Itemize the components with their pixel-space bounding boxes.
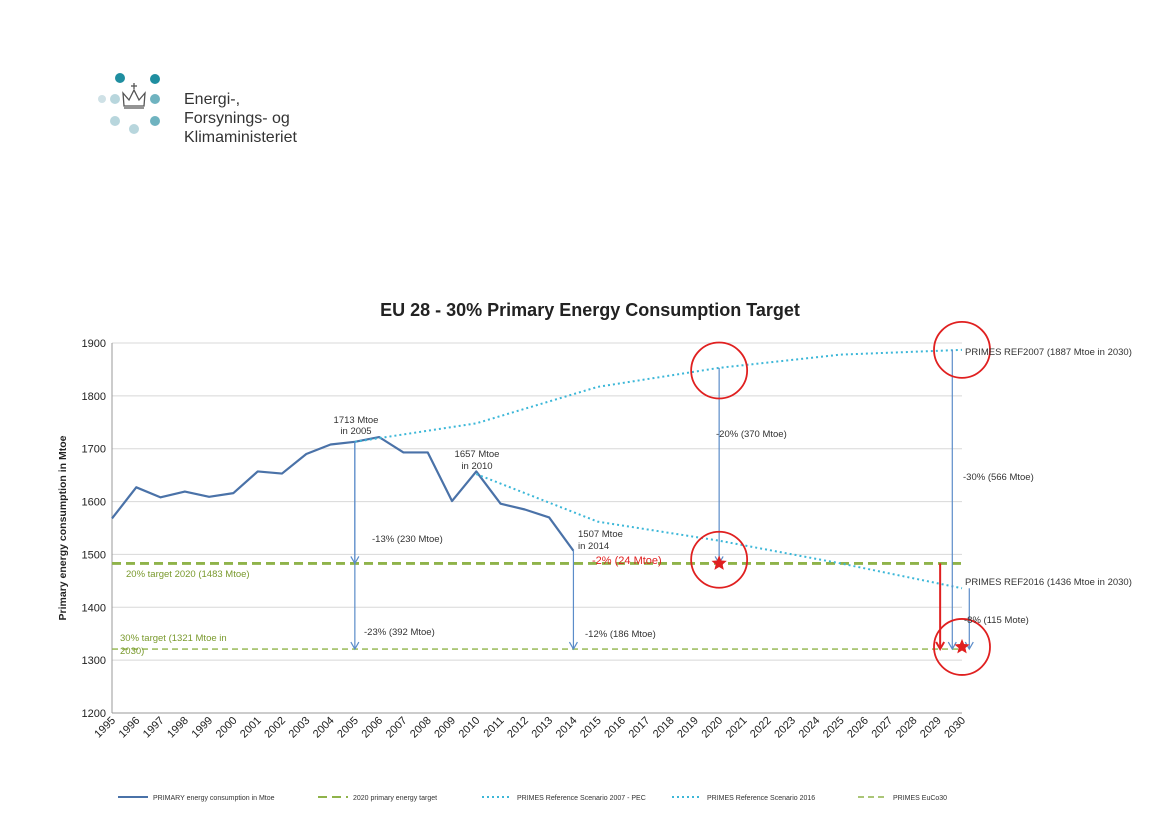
x-tick-2001: 2001 bbox=[238, 715, 264, 741]
x-tick-2020: 2020 bbox=[699, 715, 725, 741]
annotation-minus-8: -8% (115 Mote) bbox=[964, 615, 1029, 626]
highlight-circle-2030-target bbox=[933, 618, 991, 676]
ministry-logo: Energi-, Forsynings- og Klimaministeriet bbox=[98, 66, 358, 156]
legend-label-1: 2020 primary energy target bbox=[353, 795, 437, 802]
series-line-0 bbox=[111, 435, 575, 552]
ministry-name-line1: Energi-, bbox=[184, 91, 241, 108]
annotation-2014-value: 1507 Mtoe bbox=[578, 529, 623, 540]
x-tick-2028: 2028 bbox=[894, 715, 920, 741]
arrow-2030-ref2007-to-target-head bbox=[947, 641, 957, 651]
x-tick-2023: 2023 bbox=[772, 715, 798, 741]
y-tick-1800: 1800 bbox=[82, 391, 106, 403]
chart-legend: PRIMARY energy consumption in Mtoe 2020 p… bbox=[118, 795, 947, 802]
annotation-minus-23: -23% (392 Mtoe) bbox=[364, 627, 435, 638]
highlight-circle-2020-ref2007 bbox=[690, 341, 749, 400]
star-2030-target bbox=[954, 638, 970, 654]
y-tick-1900: 1900 bbox=[82, 338, 106, 350]
arrow-2030-red-head bbox=[935, 641, 946, 652]
annotation-minus-12: -12% (186 Mtoe) bbox=[585, 629, 656, 640]
x-tick-1998: 1998 bbox=[165, 715, 191, 741]
arrow-2014-to-2030-target-head bbox=[568, 641, 578, 651]
ref2007-label: PRIMES REF2007 (1887 Mtoe in 2030) bbox=[965, 347, 1132, 358]
annotation-2010-year: in 2010 bbox=[461, 461, 492, 472]
x-tick-2016: 2016 bbox=[602, 715, 628, 741]
legend-label-4: PRIMES EuCo30 bbox=[893, 795, 947, 802]
highlight-circle-2030-ref2007 bbox=[933, 320, 991, 379]
highlight-marks bbox=[690, 320, 991, 676]
x-tick-2025: 2025 bbox=[821, 715, 847, 741]
crown-dots-icon bbox=[98, 73, 160, 134]
x-tick-2019: 2019 bbox=[675, 715, 701, 741]
x-tick-2021: 2021 bbox=[724, 715, 750, 741]
x-tick-2022: 2022 bbox=[748, 715, 774, 741]
target-2030-label-line2: 2030) bbox=[120, 646, 144, 657]
annotation-2010-value: 1657 Mtoe bbox=[455, 449, 500, 460]
x-tick-2002: 2002 bbox=[262, 715, 288, 741]
x-tick-2027: 2027 bbox=[869, 715, 895, 741]
series-lines bbox=[111, 348, 963, 650]
y-tick-1500: 1500 bbox=[82, 549, 106, 561]
annotation-minus-30: -30% (566 Mtoe) bbox=[963, 472, 1034, 483]
legend-label-2: PRIMES Reference Scenario 2007 - PEC bbox=[517, 795, 646, 802]
ministry-name: Energi-, Forsynings- og Klimaministeriet bbox=[184, 90, 297, 147]
x-tick-2003: 2003 bbox=[287, 715, 313, 741]
x-tick-1999: 1999 bbox=[189, 715, 215, 741]
x-tick-2012: 2012 bbox=[505, 715, 531, 741]
x-tick-2009: 2009 bbox=[432, 715, 458, 741]
reduction-arrows bbox=[350, 349, 974, 652]
y-axis-label: Primary energy consumption in Mtoe bbox=[57, 435, 69, 620]
y-tick-labels: 1200 1300 1400 1500 1600 1700 1800 1900 bbox=[82, 338, 106, 720]
x-tick-labels: 1995199619971998199920002001200220032004… bbox=[92, 715, 968, 741]
x-tick-2007: 2007 bbox=[384, 715, 410, 741]
x-tick-2026: 2026 bbox=[845, 715, 871, 741]
x-tick-2024: 2024 bbox=[797, 715, 823, 741]
y-tick-1400: 1400 bbox=[82, 602, 106, 614]
y-tick-1200: 1200 bbox=[82, 708, 106, 720]
annotation-minus-2: -2% (24 Mtoe) bbox=[592, 555, 662, 567]
x-tick-2011: 2011 bbox=[481, 715, 506, 740]
ref2016-label: PRIMES REF2016 (1436 Mtoe in 2030) bbox=[965, 577, 1132, 588]
star-2020-target bbox=[711, 555, 727, 570]
annotation-2014-year: in 2014 bbox=[578, 541, 609, 552]
annotation-minus-13: -13% (230 Mtoe) bbox=[372, 534, 443, 545]
x-tick-2017: 2017 bbox=[627, 715, 653, 741]
x-tick-2013: 2013 bbox=[529, 715, 555, 741]
x-tick-2010: 2010 bbox=[457, 715, 483, 741]
x-tick-2014: 2014 bbox=[554, 715, 580, 741]
x-tick-2005: 2005 bbox=[335, 715, 361, 741]
highlight-circle-2020-target bbox=[690, 530, 749, 589]
legend-label-3: PRIMES Reference Scenario 2016 bbox=[707, 795, 815, 802]
x-tick-2015: 2015 bbox=[578, 715, 604, 741]
legend-label-0: PRIMARY energy consumption in Mtoe bbox=[153, 795, 275, 802]
y-tick-1700: 1700 bbox=[82, 444, 106, 456]
x-tick-1997: 1997 bbox=[141, 715, 167, 741]
target-2020-label: 20% target 2020 (1483 Mtoe) bbox=[126, 569, 250, 580]
series-line-3 bbox=[475, 473, 963, 590]
grid-lines bbox=[112, 342, 962, 661]
x-tick-2006: 2006 bbox=[359, 715, 385, 741]
x-tick-2008: 2008 bbox=[408, 715, 434, 741]
ministry-name-line3: Klimaministeriet bbox=[184, 129, 297, 146]
arrow-2005-to-2030-target-head bbox=[350, 641, 360, 651]
y-tick-1600: 1600 bbox=[82, 497, 106, 509]
annotation-2005-value: 1713 Mtoe bbox=[334, 415, 379, 426]
y-tick-1300: 1300 bbox=[82, 655, 106, 667]
x-tick-1996: 1996 bbox=[117, 715, 143, 741]
target-2030-label-line1: 30% target (1321 Mtoe in bbox=[120, 633, 227, 644]
x-tick-2030: 2030 bbox=[942, 715, 968, 741]
ministry-name-line2: Forsynings- og bbox=[184, 110, 290, 127]
x-tick-2000: 2000 bbox=[214, 715, 240, 741]
annotation-2005-year: in 2005 bbox=[340, 426, 371, 437]
x-tick-2029: 2029 bbox=[918, 715, 944, 741]
x-tick-2004: 2004 bbox=[311, 715, 337, 741]
x-tick-2018: 2018 bbox=[651, 715, 677, 741]
chart-title: EU 28 - 30% Primary Energy Consumption T… bbox=[380, 300, 800, 320]
annotation-minus-20: -20% (370 Mtoe) bbox=[716, 429, 787, 440]
series-line-2 bbox=[354, 348, 963, 443]
